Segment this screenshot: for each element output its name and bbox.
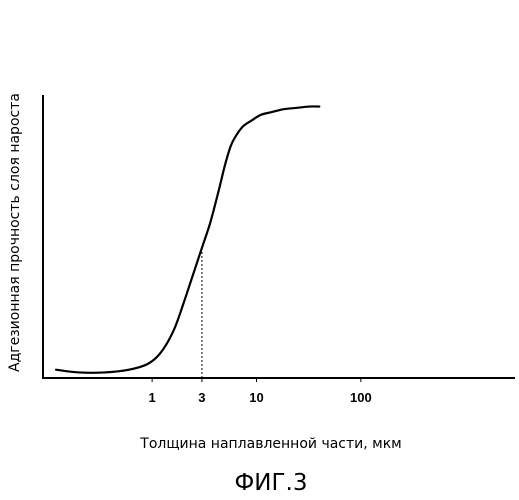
x-axis-title: Толщина наплавленной части, мкм [139, 436, 401, 452]
x-tick-label: 1 [149, 390, 156, 405]
x-tick-label: 100 [350, 390, 372, 405]
x-tick-labels: 1 3 10 100 [149, 390, 372, 405]
chart-axes [43, 95, 515, 379]
y-axis-title: Адгезионная прочность слоя нароста [7, 93, 23, 372]
x-tick-label: 3 [198, 390, 205, 405]
x-tick-label: 10 [249, 390, 263, 405]
series-points [55, 106, 320, 374]
series-line [56, 106, 319, 372]
figure-caption: ФИГ.3 [235, 470, 308, 496]
